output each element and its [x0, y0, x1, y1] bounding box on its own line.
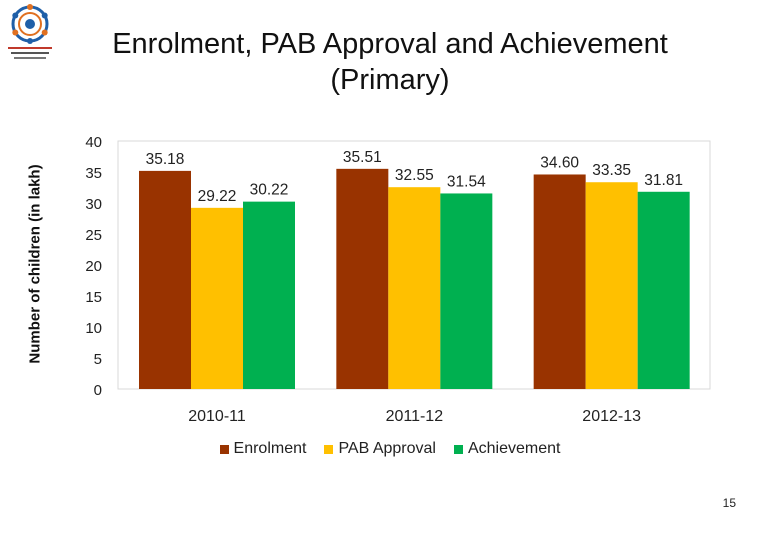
y-tick-label: 40: [85, 134, 102, 151]
bar: [139, 170, 191, 389]
y-tick-label: 15: [85, 289, 102, 306]
bar: [336, 168, 389, 389]
legend: Enrolment PAB Approval Achievement: [0, 440, 780, 458]
legend-swatch-achievement: [453, 444, 463, 454]
legend-label-achievement: Achievement: [467, 440, 561, 457]
y-tick-label: 35: [85, 165, 102, 182]
legend-label-pab-approval: PAB Approval: [338, 440, 436, 457]
data-label: 34.60: [540, 154, 579, 171]
legend-item-enrolment: Enrolment: [219, 440, 307, 458]
chart-title-line-1: Enrolment, PAB Approval and Achievement: [112, 28, 668, 60]
bar: [637, 191, 690, 389]
bar: [533, 174, 586, 389]
legend-item-pab-approval: PAB Approval: [324, 440, 436, 458]
y-tick-label: 20: [85, 258, 102, 275]
data-label: 29.22: [198, 188, 237, 205]
legend-swatch-pab-approval: [324, 444, 334, 454]
page-number: 15: [722, 496, 736, 510]
organization-logo: [8, 4, 52, 59]
bar: [243, 201, 295, 389]
data-label: 32.55: [395, 167, 434, 184]
x-tick-label: 2010-11: [188, 408, 246, 425]
legend-swatch-enrolment: [219, 444, 229, 454]
y-tick-label: 30: [85, 196, 102, 213]
bar: [191, 207, 243, 389]
legend-label-enrolment: Enrolment: [233, 440, 307, 457]
bar: [585, 182, 638, 389]
x-tick-label: 2011-12: [386, 408, 444, 425]
y-tick-label: 10: [85, 320, 102, 337]
bar: [388, 187, 441, 389]
data-label: 35.51: [343, 149, 382, 166]
y-tick-label: 25: [85, 227, 102, 244]
data-label: 31.54: [447, 173, 486, 190]
bar: [440, 193, 493, 389]
data-label: 35.18: [146, 151, 185, 168]
data-label: 31.81: [644, 172, 683, 189]
chart-title: Enrolment, PAB Approval and Achievement …: [70, 26, 710, 98]
y-tick-label: 5: [94, 351, 102, 368]
legend-item-achievement: Achievement: [453, 440, 561, 458]
data-label: 30.22: [250, 182, 289, 199]
x-tick-label: 2012-13: [582, 408, 641, 425]
data-label: 33.35: [592, 162, 631, 179]
y-tick-label: 0: [94, 382, 102, 399]
chart-title-line-2: (Primary): [330, 64, 450, 96]
